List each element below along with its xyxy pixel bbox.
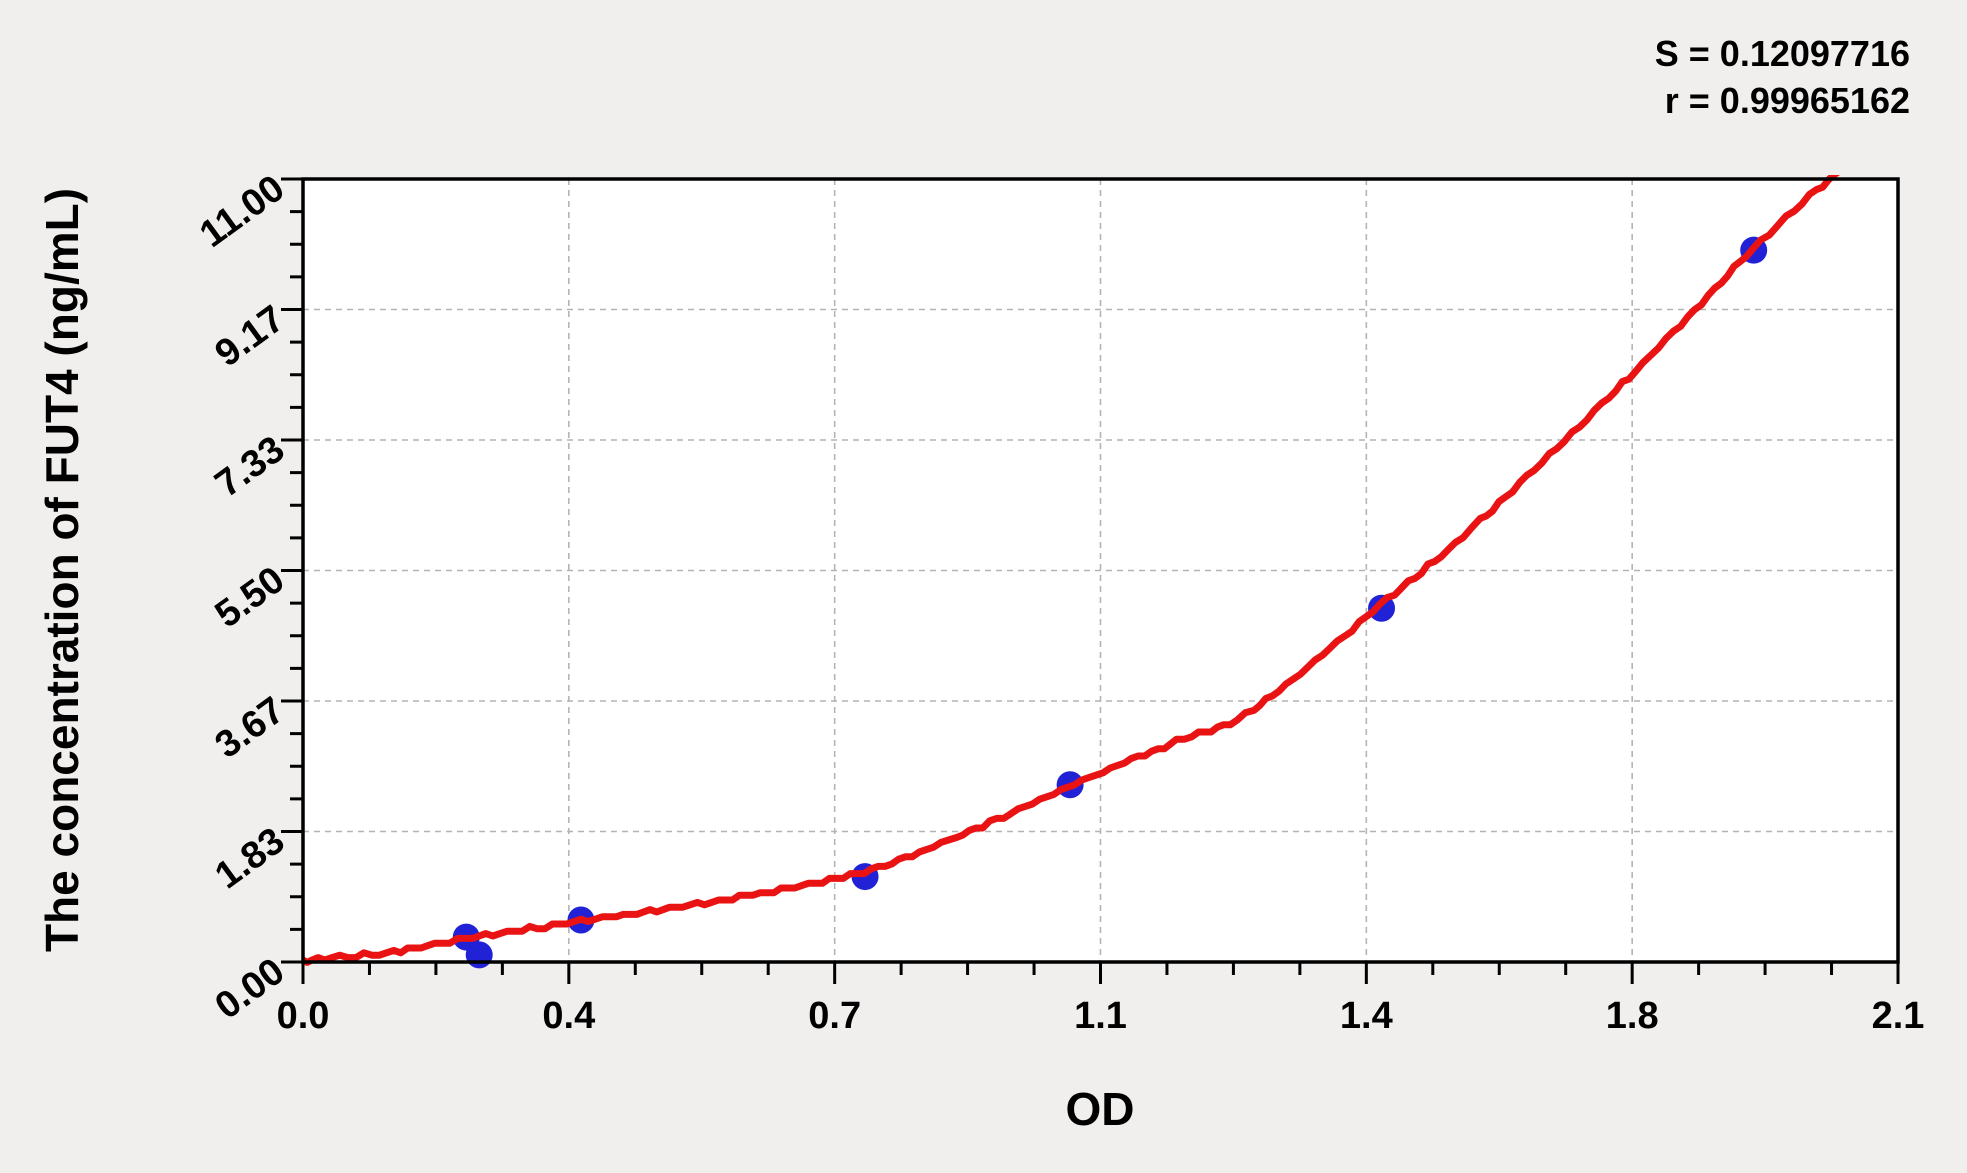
stat-s-value: S = 0.12097716 bbox=[1654, 33, 1910, 74]
y-tick-label: 11.00 bbox=[192, 167, 292, 256]
x-tick-labels: 0.0 0.4 0.7 1.1 1.4 1.8 2.1 bbox=[277, 995, 1925, 1037]
y-tick-label: 9.17 bbox=[208, 298, 293, 375]
fit-statistics: S = 0.12097716 r = 0.99965162 bbox=[1655, 30, 1910, 124]
x-tick-label: 1.1 bbox=[1074, 995, 1127, 1037]
data-point bbox=[1368, 594, 1396, 622]
x-tick-label: 2.1 bbox=[1872, 995, 1925, 1037]
y-tick-label: 5.50 bbox=[208, 559, 293, 636]
data-point bbox=[465, 941, 493, 969]
stat-r-value: r = 0.99965162 bbox=[1664, 80, 1910, 121]
fit-curve bbox=[302, 175, 1840, 966]
y-tick-label: 1.83 bbox=[208, 820, 293, 897]
x-tick-label: 0.7 bbox=[808, 995, 861, 1037]
axis-ticks bbox=[281, 177, 1900, 984]
y-tick-label: 7.33 bbox=[208, 428, 293, 505]
gridlines bbox=[303, 179, 1898, 962]
x-tick-label: 1.4 bbox=[1340, 995, 1393, 1037]
x-tick-label: 1.8 bbox=[1606, 995, 1659, 1037]
x-tick-label: 0.0 bbox=[277, 995, 330, 1037]
x-tick-label: 0.4 bbox=[542, 995, 595, 1037]
x-axis-title: OD bbox=[1065, 1083, 1135, 1135]
y-tick-label: 3.67 bbox=[208, 689, 293, 766]
